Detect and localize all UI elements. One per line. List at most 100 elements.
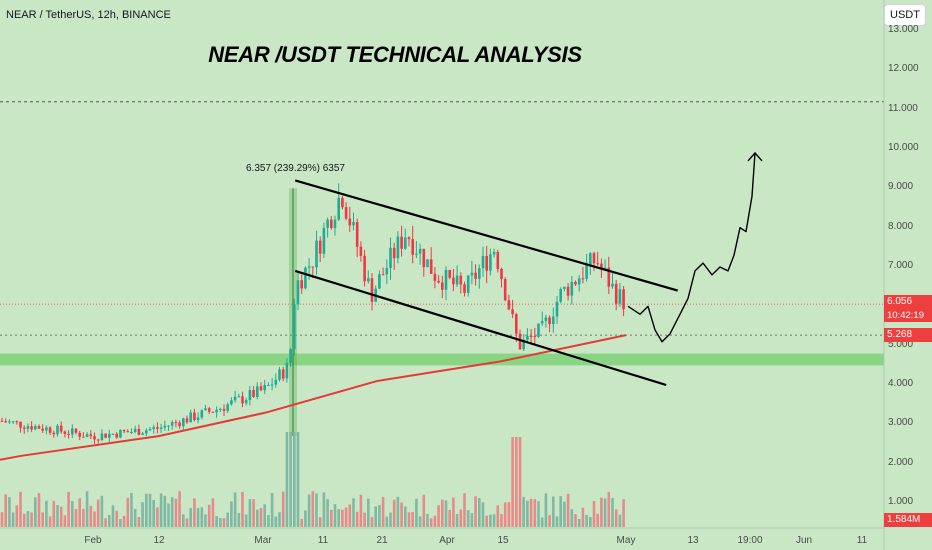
volume-bar-107 [396, 496, 400, 527]
volume-bar-75 [278, 512, 281, 527]
price-label: 10.000 [888, 142, 919, 153]
candle-26 [96, 439, 100, 441]
candle-146 [540, 320, 544, 324]
volume-bar-83 [307, 494, 311, 527]
candle-64 [237, 396, 241, 398]
candle-107 [396, 236, 400, 259]
candle-127 [470, 272, 474, 276]
volume-bar-125 [463, 493, 466, 527]
price-label: 12.000 [888, 63, 919, 75]
volume-bar-58 [215, 516, 218, 527]
volume-bar-82 [304, 510, 307, 527]
volume-bar-43 [159, 493, 163, 527]
channel-upper-line [294, 179, 678, 292]
volume-bar-6 [22, 513, 26, 527]
volume-bar-18 [67, 491, 70, 527]
volume-bar-68 [252, 499, 255, 527]
volume-bar-119 [441, 499, 444, 527]
candle-34 [126, 431, 130, 433]
volume-bar-49 [182, 514, 185, 527]
volume-bar-4 [15, 505, 19, 527]
volume-bar-149 [552, 496, 555, 527]
volume-bar-74 [274, 516, 278, 527]
volume-bar-162 [600, 497, 603, 527]
candle-9 [34, 426, 37, 430]
candle-49 [182, 418, 185, 427]
candle-60 [222, 408, 226, 411]
volume-bar-100 [370, 517, 374, 527]
volume-bar-29 [108, 514, 111, 527]
candle-45 [167, 425, 170, 427]
volume-bar-67 [248, 499, 252, 527]
candle-132 [489, 254, 492, 271]
time-label: 12 [153, 535, 165, 546]
volume-bar-131 [485, 515, 488, 527]
candle-96 [355, 222, 359, 247]
volume-bar-99 [367, 498, 370, 527]
candle-37 [137, 428, 141, 435]
candle-134 [496, 251, 500, 269]
candle-126 [466, 275, 470, 293]
candle-168 [622, 289, 625, 310]
volume-bar-76 [281, 491, 285, 527]
candle-58 [215, 409, 218, 413]
candle-116 [429, 259, 433, 274]
candle-88 [326, 219, 329, 228]
candle-90 [333, 219, 337, 229]
volume-bar-132 [489, 514, 492, 527]
volume-bar-36 [133, 508, 137, 527]
candle-30 [111, 433, 115, 435]
time-label: May [616, 535, 636, 546]
candle-86 [318, 240, 322, 254]
volume-bar-122 [452, 497, 455, 527]
candle-162 [600, 263, 603, 269]
candle-4 [15, 421, 19, 423]
volume-bar-137 [507, 502, 511, 527]
volume-bar-161 [596, 513, 599, 527]
candle-22 [82, 436, 85, 438]
candle-118 [437, 280, 440, 283]
candle-3 [11, 421, 15, 423]
candle-8 [30, 426, 33, 430]
time-label: 19:00 [737, 535, 763, 546]
currency-button[interactable]: USDT [884, 4, 926, 26]
volume-bar-42 [156, 507, 159, 527]
volume-bar-77 [285, 432, 289, 527]
candle-21 [78, 432, 81, 437]
channel-lower-line [294, 269, 667, 387]
price-label: 5.000 [888, 338, 914, 350]
candle-33 [122, 429, 126, 432]
candle-29 [108, 433, 111, 438]
candle-154 [570, 281, 574, 296]
volume-bar-32 [119, 518, 122, 527]
candle-0 [0, 420, 4, 422]
price-label: 8.000 [888, 220, 914, 232]
time-label: Mar [254, 535, 272, 546]
volume-bar-45 [167, 503, 170, 527]
candle-110 [407, 237, 411, 240]
volume-bar-16 [59, 506, 63, 527]
candle-35 [130, 432, 133, 434]
candle-17 [63, 431, 67, 434]
candle-122 [452, 277, 455, 285]
candle-151 [559, 289, 562, 302]
volume-bar-156 [577, 518, 581, 527]
candle-15 [56, 425, 59, 435]
candle-100 [370, 278, 374, 302]
time-label: 15 [497, 535, 509, 546]
candle-167 [618, 289, 622, 304]
candle-95 [352, 222, 355, 226]
candle-84 [311, 266, 315, 268]
volume-bar-13 [48, 516, 52, 527]
candle-153 [566, 286, 570, 296]
volume-bar-86 [318, 517, 322, 527]
candle-106 [392, 247, 396, 259]
volume-bar-50 [185, 518, 189, 527]
volume-bar-90 [333, 504, 337, 527]
price-label: 9.000 [888, 181, 914, 193]
volume-bar-108 [400, 502, 403, 527]
candle-129 [478, 268, 481, 279]
volume-bar-47 [174, 498, 178, 527]
volume-bar-136 [503, 502, 507, 527]
